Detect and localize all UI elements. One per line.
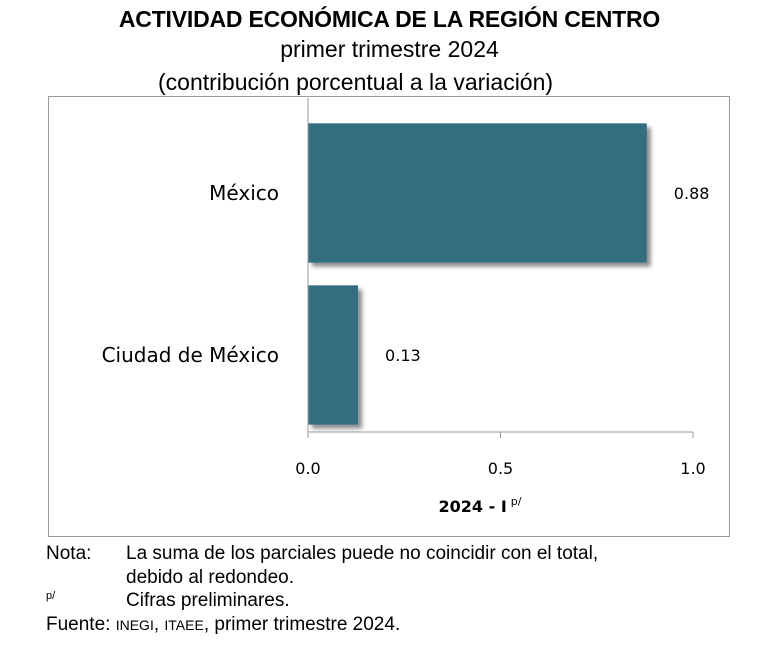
source-line: Fuente: INEGI, ITAEE, primer trimestre 2… <box>46 613 400 638</box>
note-key: Nota: <box>46 543 92 564</box>
x-tick-label: 0.0 <box>295 459 320 478</box>
source-key: Fuente: <box>46 613 111 635</box>
source-rest: , primer trimestre 2024. <box>203 613 401 635</box>
note-text: La suma de los parciales puede no coinci… <box>126 543 599 564</box>
x-axis-title: 2024 - I p/ <box>439 495 522 516</box>
chart-subtitle: primer trimestre 2024 <box>280 36 499 62</box>
category-label-mexico: México <box>209 181 279 205</box>
chart-subtitle-units: (contribución porcentual a la variación) <box>158 69 554 95</box>
preliminary-marker: p/ <box>46 590 56 602</box>
x-axis-title-text: 2024 - I <box>439 497 507 516</box>
source-inegi: INEGI <box>115 616 154 633</box>
chart-frame <box>48 96 730 537</box>
preliminary-note-text: Cifras preliminares. <box>126 590 290 611</box>
note-text-continued: debido al redondeo. <box>126 566 294 588</box>
category-label-ciudad-de-mexico: Ciudad de México <box>102 343 279 367</box>
x-axis-title-superscript: p/ <box>511 495 522 508</box>
data-label-mexico: 0.88 <box>674 184 710 203</box>
data-label-ciudad-de-mexico: 0.13 <box>385 346 421 365</box>
source-itaee: ITAEE <box>164 616 204 633</box>
chart-title: ACTIVIDAD ECONÓMICA DE LA REGIÓN CENTRO <box>118 6 661 32</box>
x-tick-label: 1.0 <box>680 459 705 478</box>
bar-mexico <box>308 123 647 263</box>
source-separator: , <box>153 613 165 635</box>
bar-ciudad-de-mexico <box>308 285 359 425</box>
x-tick-label: 0.5 <box>488 459 513 478</box>
